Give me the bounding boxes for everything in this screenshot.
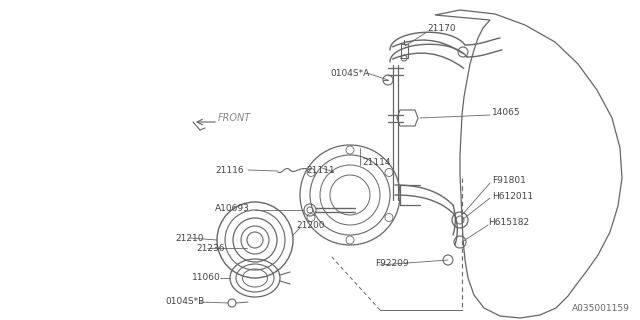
Text: H615182: H615182 <box>488 218 529 227</box>
Text: 21210: 21210 <box>175 234 204 243</box>
Text: A10693: A10693 <box>215 204 250 212</box>
Text: H612011: H612011 <box>492 191 533 201</box>
Text: 21200: 21200 <box>296 220 324 229</box>
Text: F92209: F92209 <box>375 259 408 268</box>
Text: 0104S*B: 0104S*B <box>165 298 204 307</box>
Text: FRONT: FRONT <box>218 113 252 123</box>
Text: F91801: F91801 <box>492 175 526 185</box>
Text: 0104S*A: 0104S*A <box>330 68 369 77</box>
Text: 21114: 21114 <box>362 157 390 166</box>
Text: 21116: 21116 <box>215 165 244 174</box>
Text: 21111: 21111 <box>306 165 335 174</box>
Text: 14065: 14065 <box>492 108 520 116</box>
Text: 11060: 11060 <box>192 274 221 283</box>
Text: 21236: 21236 <box>196 244 225 252</box>
Text: 21170: 21170 <box>427 23 456 33</box>
Text: A035001159: A035001159 <box>572 304 630 313</box>
